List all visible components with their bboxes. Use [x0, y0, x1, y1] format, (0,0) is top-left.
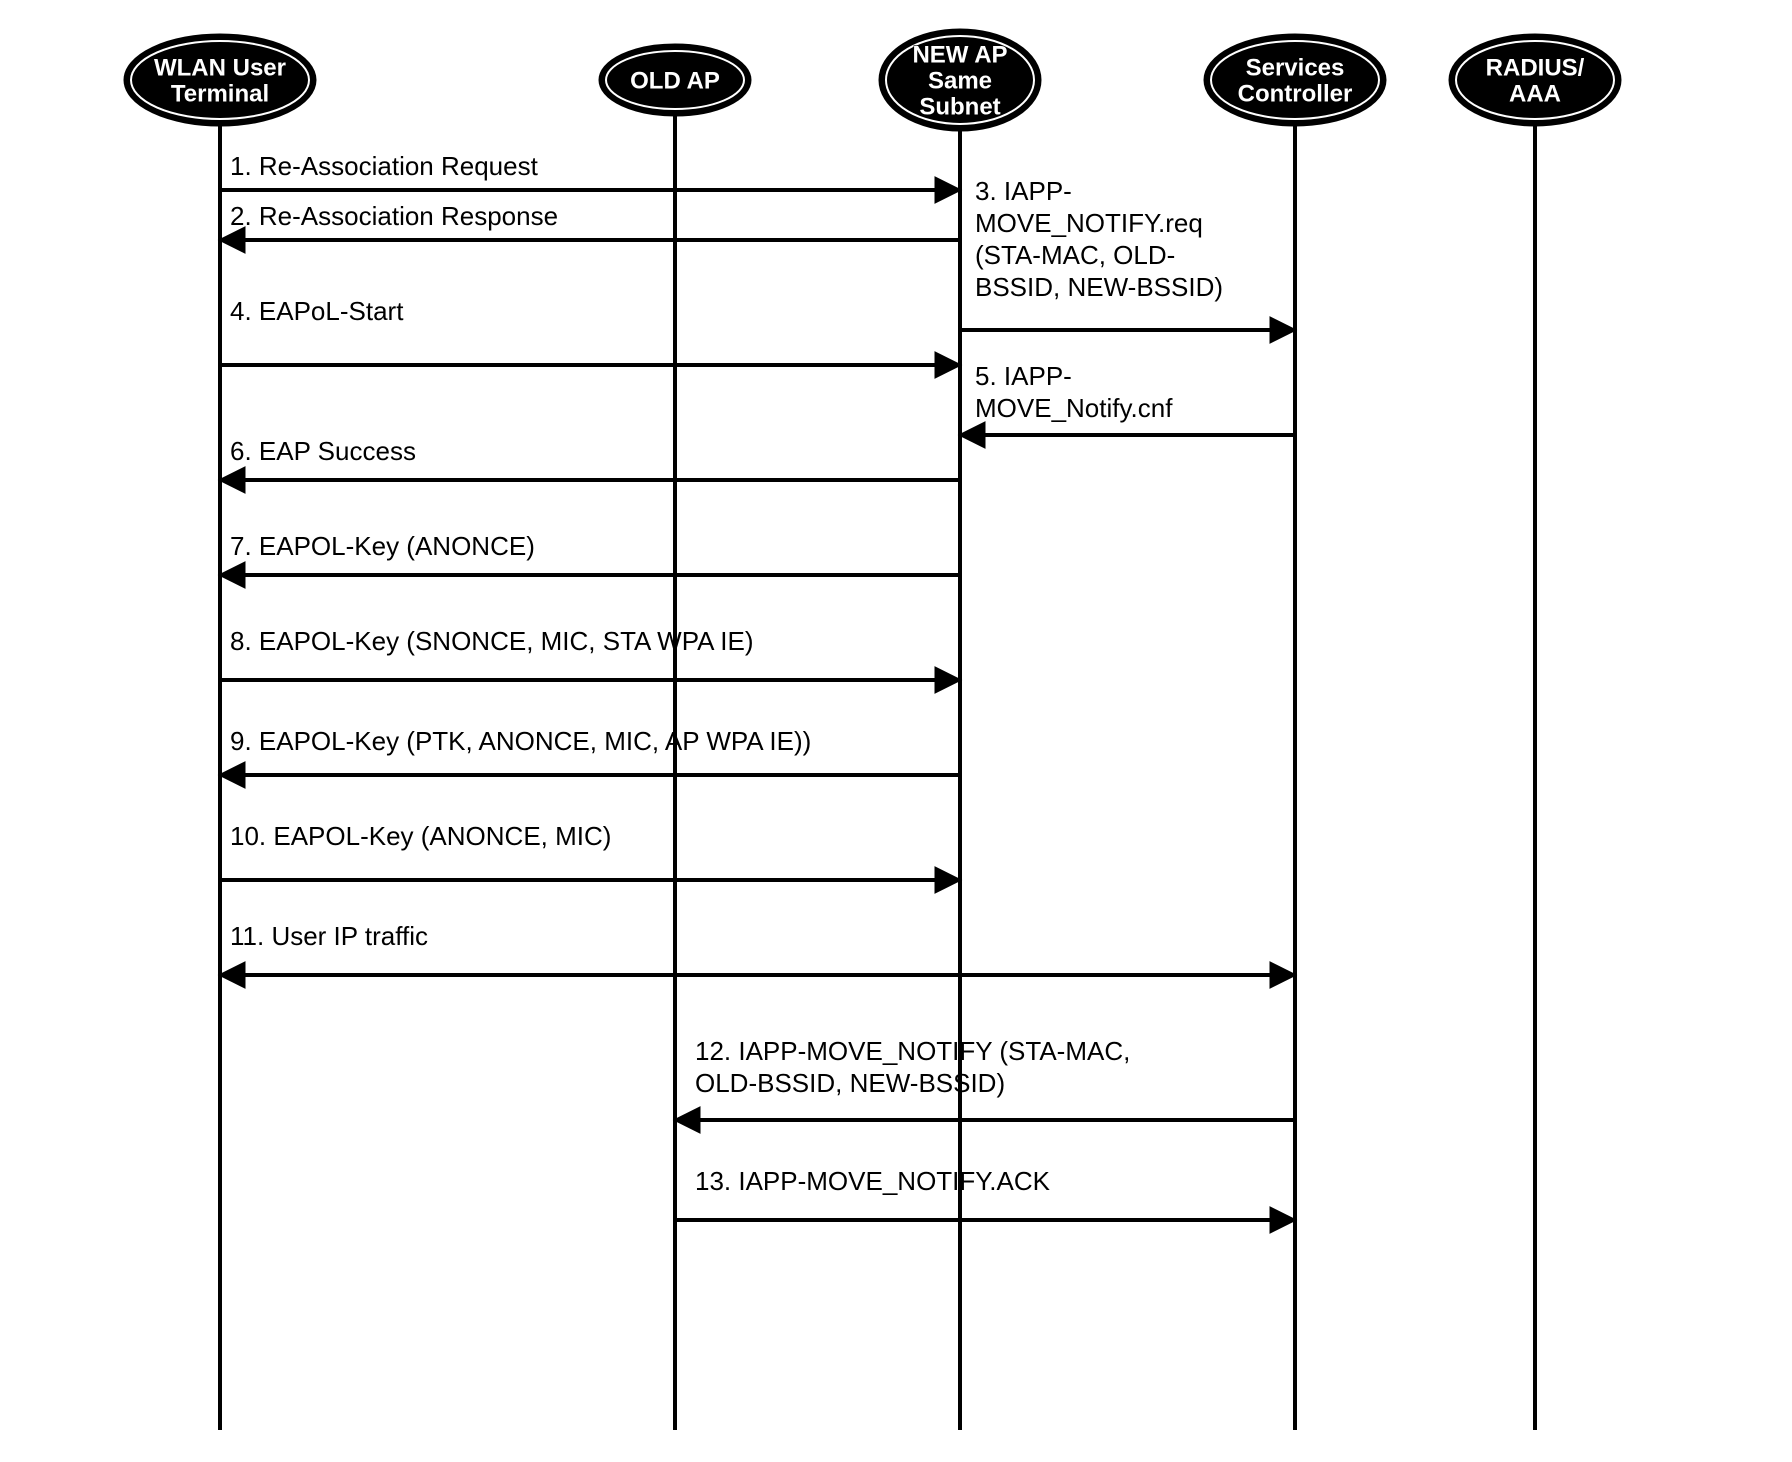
- message-label-5-0: 5. IAPP-: [975, 361, 1072, 391]
- message-label-8: 8. EAPOL-Key (SNONCE, MIC, STA WPA IE): [230, 626, 753, 656]
- message-label-3-3: BSSID, NEW-BSSID): [975, 272, 1223, 302]
- message-label-12-1: OLD-BSSID, NEW-BSSID): [695, 1068, 1005, 1098]
- actor-svc-label: Controller: [1238, 80, 1353, 107]
- message-label-3-1: MOVE_NOTIFY.req: [975, 208, 1203, 238]
- actor-newap-label: NEW AP: [912, 41, 1007, 68]
- message-label-5-1: MOVE_Notify.cnf: [975, 393, 1173, 423]
- actor-radius-label: RADIUS/: [1486, 54, 1585, 81]
- message-label-11: 11. User IP traffic: [230, 921, 428, 951]
- message-label-9: 9. EAPOL-Key (PTK, ANONCE, MIC, AP WPA I…: [230, 726, 811, 756]
- message-label-7: 7. EAPOL-Key (ANONCE): [230, 531, 535, 561]
- actor-newap-label: Same: [928, 67, 992, 94]
- message-label-10: 10. EAPOL-Key (ANONCE, MIC): [230, 821, 611, 851]
- message-label-12-0: 12. IAPP-MOVE_NOTIFY (STA-MAC,: [695, 1036, 1130, 1066]
- actor-oldap-label: OLD AP: [630, 67, 720, 94]
- message-label-4: 4. EAPoL-Start: [230, 296, 404, 326]
- actor-newap-label: Subnet: [919, 93, 1000, 120]
- sequence-diagram: 1. Re-Association Request 2. Re-Associati…: [0, 0, 1792, 1462]
- actor-svc-label: Services: [1246, 54, 1345, 81]
- message-label-2: 2. Re-Association Response: [230, 201, 558, 231]
- message-label-1: 1. Re-Association Request: [230, 151, 539, 181]
- actor-wlan-label: Terminal: [171, 80, 269, 107]
- message-label-13: 13. IAPP-MOVE_NOTIFY.ACK: [695, 1166, 1051, 1196]
- actor-wlan-label: WLAN User: [154, 54, 286, 81]
- actor-radius-label: AAA: [1509, 80, 1561, 107]
- message-label-3-0: 3. IAPP-: [975, 176, 1072, 206]
- message-label-6: 6. EAP Success: [230, 436, 416, 466]
- message-label-3-2: (STA-MAC, OLD-: [975, 240, 1175, 270]
